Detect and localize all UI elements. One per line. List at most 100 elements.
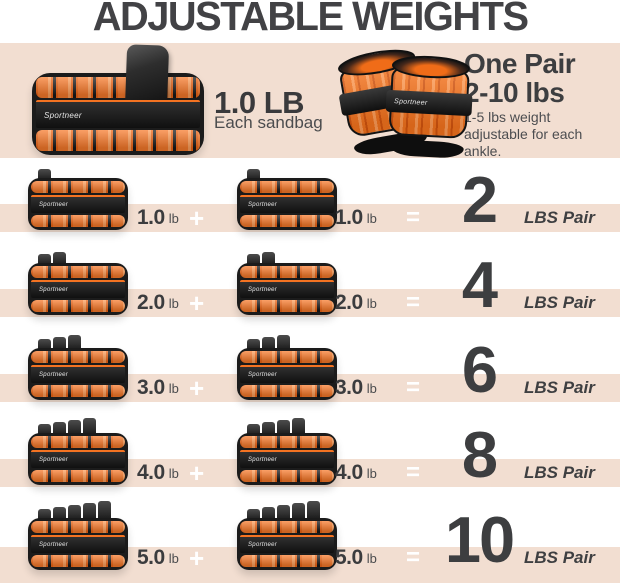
weight-illustration-left: Sportneer <box>28 330 128 400</box>
weight-pockets-bottom <box>240 214 334 227</box>
weight-pockets-bottom <box>31 384 125 397</box>
flatlay-weight-illustration: Sportneer <box>32 44 204 155</box>
weight-body: Sportneer <box>237 178 337 230</box>
weight-strap: Sportneer <box>31 195 125 213</box>
weight-row-4: Sportneer 4.0 lb + Sportneer 4.0 lb = 8 LB… <box>0 413 620 498</box>
total-value: 4 <box>461 248 498 321</box>
weight-illustration-left: Sportneer <box>28 500 128 570</box>
weight-strap: Sportneer <box>31 535 125 553</box>
weight-body: Sportneer <box>28 348 128 400</box>
sandbag-caption: Each sandbag <box>214 113 323 132</box>
pair-title-line2: 2-10 lbs <box>464 77 565 108</box>
sandbag-tab <box>68 335 81 352</box>
right-weight-value: 4.0 lb <box>335 461 377 484</box>
weight-strap: Sportneer <box>31 365 125 383</box>
weight-body: Sportneer <box>237 518 337 570</box>
total-unit-label: LBS Pair <box>524 378 595 397</box>
total-unit-label: LBS Pair <box>524 293 595 312</box>
weight-body: Sportneer <box>32 73 204 155</box>
weight-pockets-top <box>240 436 334 449</box>
brand-logo: Sportneer <box>248 202 278 208</box>
equals-operator: = <box>406 289 421 316</box>
brand-logo: Sportneer <box>248 457 278 463</box>
brand-logo: Sportneer <box>39 287 69 293</box>
weight-pockets-top <box>240 181 334 194</box>
brand-logo: Sportneer <box>39 542 69 548</box>
weight-body: Sportneer <box>28 263 128 315</box>
page-title: ADJUSTABLE WEIGHTS <box>92 0 529 39</box>
equals-operator: = <box>406 204 421 231</box>
ankle-weight-base <box>388 138 465 159</box>
sandbag-weight-label: 1.0 LB <box>214 85 305 120</box>
ankle-weight-right: Sportneer <box>385 54 473 159</box>
weight-strap: Sportneer <box>31 450 125 468</box>
weight-pockets-bottom <box>240 299 334 312</box>
brand-logo: Sportneer <box>39 457 69 463</box>
total-value: 8 <box>461 418 498 491</box>
pair-caption: 1-5 lbs weight adjustable for each ankle… <box>464 109 620 160</box>
sandbag-tab <box>68 420 81 437</box>
plus-operator: + <box>189 457 205 488</box>
sandbag-tab <box>292 418 305 437</box>
total-unit-label: LBS Pair <box>524 548 595 567</box>
sandbag-tab <box>68 505 81 522</box>
brand-logo: Sportneer <box>39 372 69 378</box>
total-value: 6 <box>461 333 498 406</box>
weight-strap: Sportneer <box>240 535 334 553</box>
weight-pockets-bottom <box>240 554 334 567</box>
plus-operator: + <box>189 372 205 403</box>
pair-title-line1: One Pair <box>464 48 576 79</box>
weight-row-1: Sportneer 1.0 lb + Sportneer 1.0 lb = 2 LB… <box>0 158 620 243</box>
sandbag-tabs <box>38 501 111 522</box>
left-weight-value: 1.0 lb <box>137 206 179 229</box>
weight-pockets-top <box>240 266 334 279</box>
brand-logo: Sportneer <box>393 97 428 107</box>
equals-operator: = <box>406 374 421 401</box>
brand-logo: Sportneer <box>248 372 278 378</box>
weight-illustration-right: Sportneer <box>237 330 337 400</box>
weight-strap: Sportneer <box>31 280 125 298</box>
weight-row-2: Sportneer 2.0 lb + Sportneer 2.0 lb = 4 LB… <box>0 243 620 328</box>
total-unit-label: LBS Pair <box>524 463 595 482</box>
right-weight-value: 5.0 lb <box>335 546 377 569</box>
weight-pockets-top <box>31 521 125 534</box>
sandbag-tab <box>98 501 111 522</box>
weight-illustration-right: Sportneer <box>237 415 337 485</box>
left-weight-value: 3.0 lb <box>137 376 179 399</box>
pair-title: One Pair 2-10 lbs <box>464 48 576 108</box>
sandbag-tab <box>83 418 96 437</box>
equals-operator: = <box>406 544 421 571</box>
left-weight-value: 2.0 lb <box>137 291 179 314</box>
sandbag-tab <box>83 503 96 522</box>
weight-pockets-bottom <box>31 214 125 227</box>
brand-logo: Sportneer <box>39 202 69 208</box>
weight-illustration-right: Sportneer <box>237 160 337 230</box>
plus-operator: + <box>189 287 205 318</box>
weight-illustration-left: Sportneer <box>28 160 128 230</box>
right-weight-value: 2.0 lb <box>335 291 377 314</box>
weight-pockets-bottom <box>31 469 125 482</box>
weight-body: Sportneer <box>28 433 128 485</box>
weight-illustration-right: Sportneer <box>237 500 337 570</box>
weight-pockets-bottom <box>31 554 125 567</box>
total-value: 10 <box>444 503 515 576</box>
weight-pockets-bottom <box>240 384 334 397</box>
weight-body: Sportneer <box>237 433 337 485</box>
plus-operator: + <box>189 202 205 233</box>
weight-strap: Sportneer <box>240 195 334 213</box>
weight-pockets-top <box>31 351 125 364</box>
right-weight-value: 3.0 lb <box>335 376 377 399</box>
title-bar: ADJUSTABLE WEIGHTS <box>0 0 620 43</box>
equals-operator: = <box>406 459 421 486</box>
plus-operator: + <box>189 542 205 573</box>
sandbag-tab <box>307 501 320 522</box>
weight-strap: Sportneer <box>240 280 334 298</box>
weight-pockets-top <box>36 77 200 98</box>
left-weight-value: 4.0 lb <box>137 461 179 484</box>
total-unit-label: LBS Pair <box>524 208 595 227</box>
weight-body: Sportneer <box>237 263 337 315</box>
pair-caption-line1: 1-5 lbs weight <box>464 109 551 125</box>
weight-row-3: Sportneer 3.0 lb + Sportneer 3.0 lb = 6 LB… <box>0 328 620 413</box>
weight-pockets-bottom <box>36 130 200 152</box>
weight-pockets-top <box>240 351 334 364</box>
